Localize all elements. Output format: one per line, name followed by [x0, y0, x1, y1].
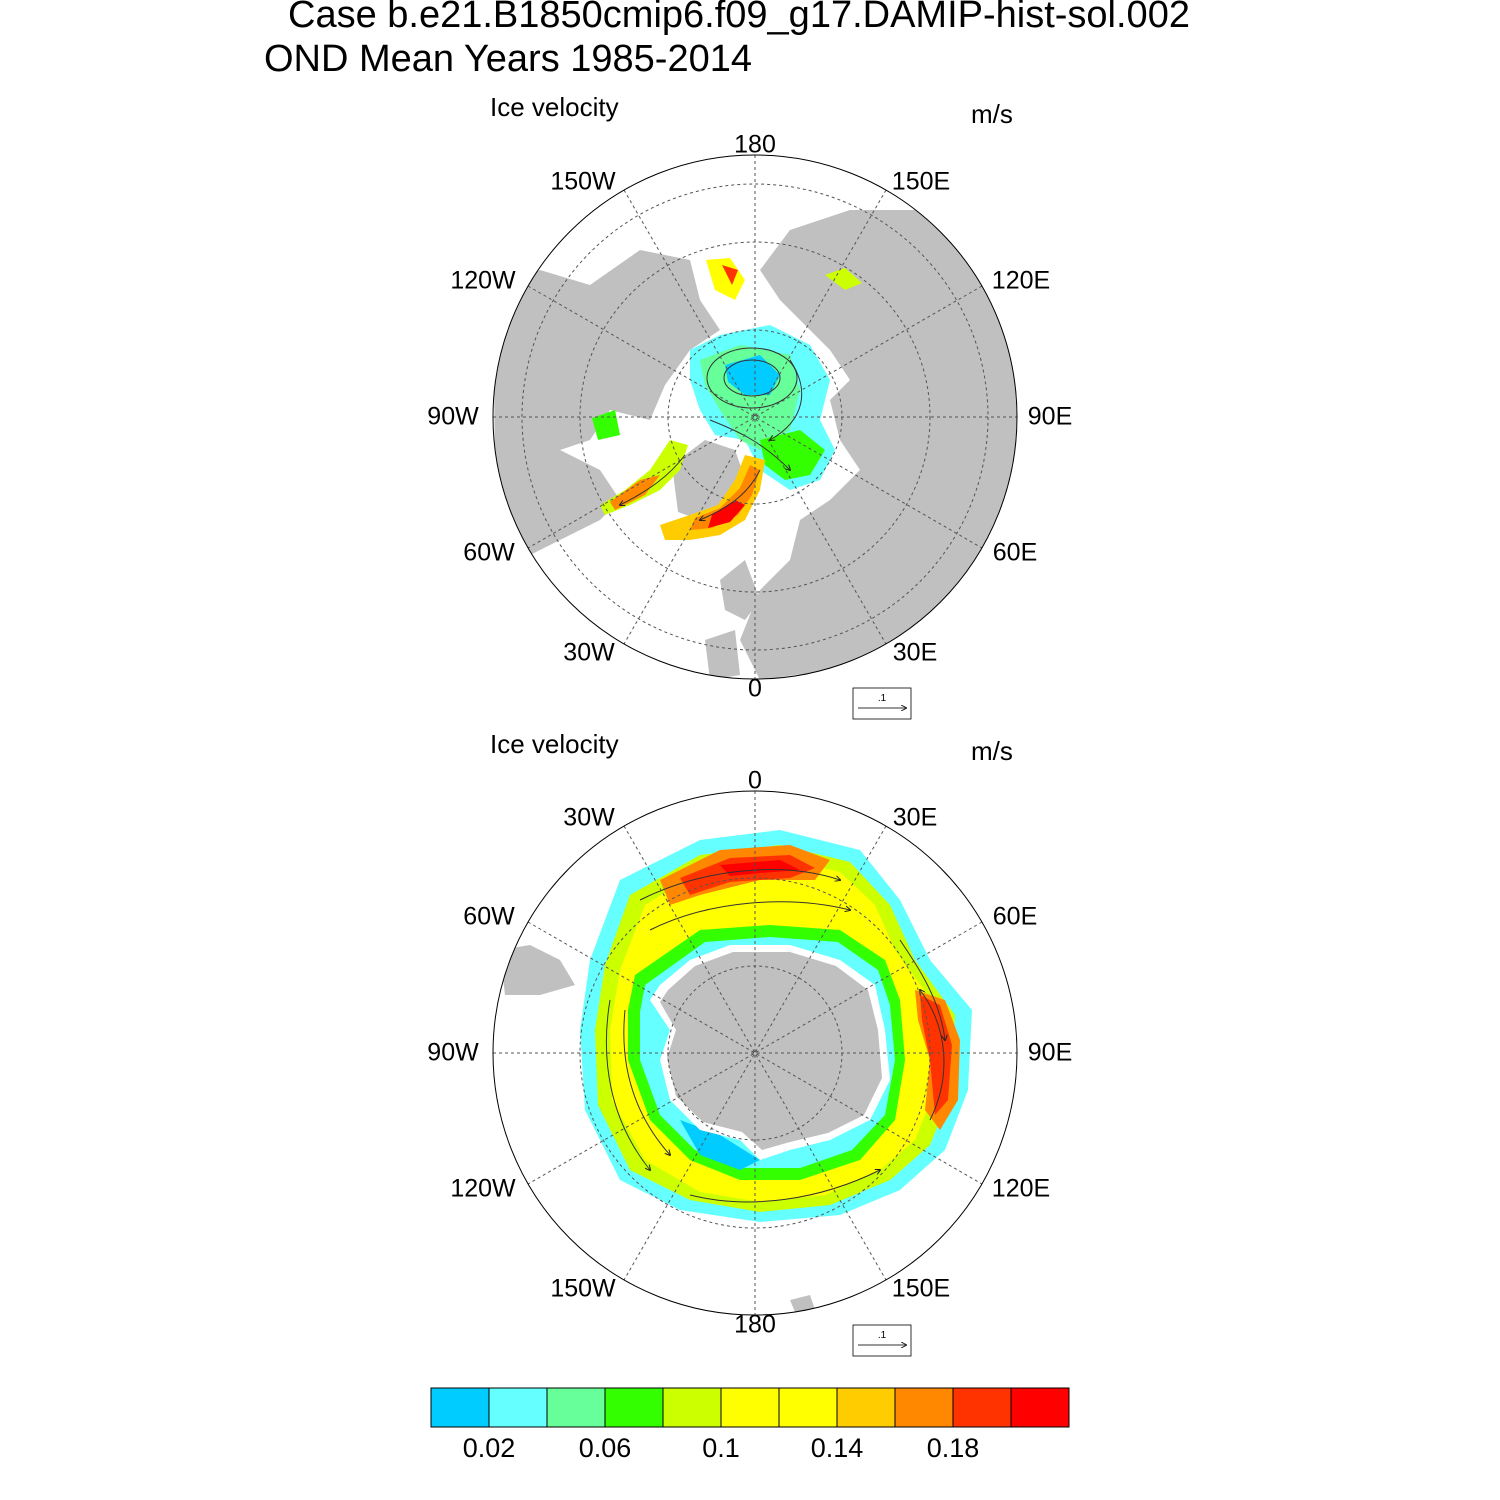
colorbar-tick-label: 0.1 [702, 1433, 740, 1463]
north-lon-label: 30W [563, 638, 615, 667]
south-ref-vector-label: .1 [878, 1330, 887, 1341]
north-lon-label: 150W [550, 167, 616, 196]
plot-title-case: Case b.e21.B1850cmip6.f09_g17.DAMIP-hist… [288, 0, 1190, 36]
colorbar-tick-label: 0.06 [578, 1433, 632, 1463]
north-reference-vector: .1 [852, 687, 912, 720]
colorbar-box [720, 1387, 780, 1428]
colorbar-box [952, 1387, 1012, 1428]
north-lon-label: 60E [992, 538, 1038, 567]
north-lon-label: 120E [991, 266, 1051, 295]
north-lon-label: 150E [891, 167, 951, 196]
south-lon-label: 120E [991, 1174, 1051, 1203]
south-lon-label: 60W [463, 902, 515, 931]
colorbar-tick-label: 0.18 [926, 1433, 980, 1463]
colorbar-tick-label: 0.14 [810, 1433, 864, 1463]
north-lon-label: 120W [450, 266, 516, 295]
south-lon-label: 30E [892, 803, 938, 832]
colorbar-box [836, 1387, 896, 1428]
south-graticule [493, 791, 1017, 1315]
south-lon-label: 0 [748, 766, 762, 795]
north-lon-label: 30E [892, 638, 938, 667]
colorbar-box [546, 1387, 606, 1428]
south-lon-label: 90W [427, 1038, 479, 1067]
colorbar-box [662, 1387, 722, 1428]
south-lon-label: 60E [992, 902, 1038, 931]
south-reference-vector: .1 [852, 1324, 912, 1357]
colorbar-box [894, 1387, 954, 1428]
south-lon-label: 120W [450, 1174, 516, 1203]
colorbar-tick-label: 0.02 [462, 1433, 516, 1463]
north-lon-label: 60W [463, 538, 515, 567]
south-map-border [492, 790, 1018, 1316]
north-ref-vector-label: .1 [878, 693, 887, 704]
north-graticule [493, 155, 1017, 679]
colorbar-box [1010, 1387, 1070, 1428]
south-panel-label: Ice velocity [490, 729, 619, 759]
plot-title-period: OND Mean Years 1985-2014 [264, 38, 752, 80]
south-panel-units: m/s [971, 736, 1013, 766]
south-streamlines [605, 869, 945, 1203]
south-lon-label: 90E [1027, 1038, 1073, 1067]
south-lon-label: 30W [563, 803, 615, 832]
north-lon-label: 180 [734, 130, 776, 159]
north-lon-label: 90E [1027, 402, 1073, 431]
colorbar [430, 1387, 1070, 1428]
colorbar-box [488, 1387, 548, 1428]
south-lon-label: 150W [550, 1274, 616, 1303]
colorbar-box [778, 1387, 838, 1428]
north-lon-label: 90W [427, 402, 479, 431]
colorbar-box [430, 1387, 490, 1428]
north-panel-units: m/s [971, 99, 1013, 129]
north-map-border [492, 154, 1018, 680]
colorbar-box [604, 1387, 664, 1428]
antarctica-land [660, 952, 882, 1150]
north-panel-label: Ice velocity [490, 92, 619, 122]
south-lon-label: 150E [891, 1274, 951, 1303]
north-lon-label: 0 [748, 674, 762, 703]
